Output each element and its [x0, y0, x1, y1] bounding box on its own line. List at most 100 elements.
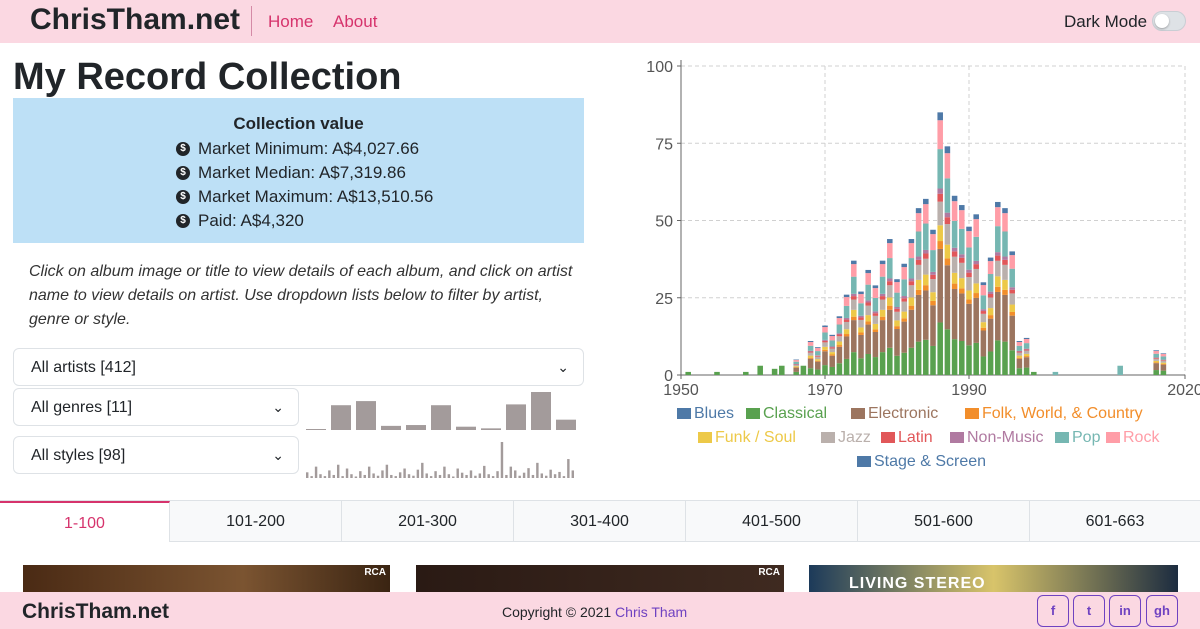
style-spark-bar [407, 474, 411, 478]
chart-bar-segment [793, 371, 799, 375]
chart-bar-segment [858, 358, 864, 375]
living-stereo-label: LIVING STEREO [849, 575, 986, 592]
dollar-coin-icon: $ [176, 166, 190, 180]
chart-bar-segment [887, 305, 893, 310]
chart-bar-segment [1153, 363, 1159, 371]
tab-501-600[interactable]: 501-600 [858, 501, 1030, 542]
style-spark-bar [314, 466, 318, 478]
chart-bar-segment [937, 120, 943, 150]
chart-bar-segment [1009, 255, 1015, 269]
chart-bar-segment [995, 226, 1001, 253]
chart-bar-segment [1009, 289, 1015, 294]
legend-label: Classical [763, 405, 827, 422]
github-icon[interactable]: gh [1146, 595, 1178, 627]
album-cover[interactable]: RCA [416, 565, 784, 595]
legend-swatch [1106, 432, 1120, 443]
chart-bar-segment [843, 336, 850, 359]
chart-bar-segment [980, 313, 987, 323]
style-spark-bar [381, 470, 384, 478]
chart-bar-segment [1009, 315, 1015, 351]
chart-bar-segment [836, 336, 843, 342]
author-link[interactable]: Chris Tham [615, 604, 688, 620]
album-cover[interactable]: RCA [23, 565, 390, 595]
chart-bar-segment [901, 279, 907, 297]
chart-bar-segment [851, 320, 857, 353]
pagination-tabs: 1-100 101-200 201-300 301-400 401-500 50… [0, 500, 1200, 542]
chart-bar-segment [959, 293, 965, 342]
chart-bar-segment [1016, 345, 1023, 351]
dark-mode-toggle[interactable] [1152, 11, 1186, 31]
chart-bar-segment [901, 301, 907, 312]
chart-bar-segment [1023, 337, 1030, 340]
chart-bar-segment [966, 290, 972, 300]
chart-bar-segment [995, 252, 1001, 256]
genres-select[interactable]: All genres [11] ⌄ [13, 388, 299, 426]
chart-bar-segment [879, 264, 886, 277]
y-tick-label: 100 [646, 59, 673, 76]
chart-bar-segment [930, 305, 936, 346]
nav-about-link[interactable]: About [333, 12, 378, 31]
nav-home-link[interactable]: Home [268, 12, 314, 31]
chart-bar-segment [959, 205, 965, 211]
style-spark-bar [345, 468, 349, 478]
brand-logo[interactable]: ChrisTham.net [30, 3, 241, 36]
legend-swatch [857, 456, 871, 467]
chart-bar-segment [872, 323, 879, 330]
chart-bar-segment [1002, 231, 1008, 257]
chart-bar-segment [995, 255, 1001, 261]
tab-201-300[interactable]: 201-300 [342, 501, 514, 542]
genre-spark-bar [381, 425, 401, 430]
chart-bar-segment [951, 272, 958, 284]
chart-bar-segment [1002, 264, 1008, 280]
tab-601-663[interactable]: 601-663 [1085, 513, 1145, 530]
chart-bar-segment [829, 366, 835, 375]
styles-select[interactable]: All styles [98] ⌄ [13, 436, 299, 474]
style-spark-bar [545, 475, 548, 478]
chart-bar-segment [923, 253, 929, 259]
style-spark-bar [474, 475, 477, 478]
chart-bar-segment [887, 278, 893, 282]
album-cover[interactable]: LIVING STEREO [809, 565, 1178, 595]
chart-bar-segment [1160, 360, 1167, 361]
chart-bar-segment [915, 259, 922, 265]
artists-select[interactable]: All artists [412] ⌄ [13, 348, 584, 386]
style-spark-bar [531, 474, 535, 478]
chart-bar-segment [807, 341, 814, 343]
tab-301-400[interactable]: 301-400 [514, 501, 686, 542]
style-spark-bar [496, 471, 499, 478]
chart-bar-segment [1002, 341, 1008, 375]
chart-bar-segment [865, 269, 871, 274]
collection-value-box: Collection value $ Market Minimum: A$4,02… [13, 98, 584, 243]
chart-bar-segment [995, 340, 1001, 375]
tab-101-200[interactable]: 101-200 [170, 501, 342, 542]
chart-bar-segment [822, 351, 828, 366]
twitter-icon[interactable]: t [1073, 595, 1105, 627]
chart-bar-segment [901, 318, 907, 322]
chart-bar-segment [901, 321, 907, 353]
footer-brand[interactable]: ChrisTham.net [22, 600, 170, 623]
style-spark-bar [367, 466, 371, 478]
chart-bar-segment [887, 309, 893, 348]
chart-bar-segment [1023, 353, 1030, 357]
chart-bar-segment [836, 324, 843, 334]
style-spark-bar [465, 474, 468, 478]
linkedin-icon[interactable]: in [1109, 595, 1141, 627]
tab-401-500[interactable]: 401-500 [686, 501, 858, 542]
facebook-icon[interactable]: f [1037, 595, 1069, 627]
chart-bar-segment [829, 334, 835, 337]
chart-bar-segment [807, 358, 814, 369]
chart-bar-segment [793, 364, 799, 365]
chart-bar-segment [923, 258, 929, 275]
chart-bar-segment [915, 208, 922, 214]
chart-bar-segment [951, 288, 958, 340]
chart-bar-segment [894, 329, 900, 356]
chart-bar-segment [987, 257, 994, 262]
chart-bar-segment [973, 268, 979, 284]
style-spark-bar [434, 471, 437, 478]
style-spark-bar [478, 473, 482, 478]
tab-1-100[interactable]: 1-100 [0, 501, 170, 542]
legend-swatch [1055, 432, 1069, 443]
style-spark-bar [452, 476, 455, 478]
chart-bar-segment [1023, 367, 1030, 375]
dollar-coin-icon: $ [176, 142, 190, 156]
